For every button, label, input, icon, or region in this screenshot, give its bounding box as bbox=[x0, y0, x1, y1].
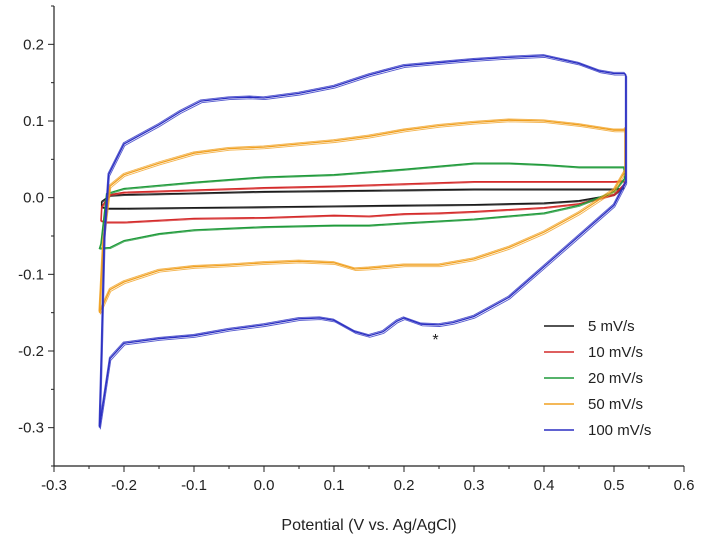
x-tick-label: 0.3 bbox=[464, 477, 485, 494]
plot-area bbox=[98, 54, 628, 430]
y-tick-label: -0.3 bbox=[18, 420, 44, 437]
x-tick-label: 0.4 bbox=[534, 477, 555, 494]
legend-label-100-mv-s: 100 mV/s bbox=[588, 422, 651, 439]
y-tick-label: -0.1 bbox=[18, 266, 44, 283]
series-line-100-mv-s-cycle-2 bbox=[99, 56, 628, 430]
x-tick-label: 0.5 bbox=[604, 477, 625, 494]
series-line-10-mv-s bbox=[100, 180, 626, 223]
series-line-50-mv-s-cycle-3 bbox=[98, 118, 626, 312]
axes: -0.3 -0.2 -0.1 0.0 0.1 0.2 0.3 0.4 0.5 0.6 -0.3 -0.… bbox=[18, 5, 695, 494]
series-line-10-mv-s-cycle-2 bbox=[100, 181, 626, 224]
series-line-100-mv-s bbox=[98, 55, 627, 428]
series-line-100-mv-s-cycle-3 bbox=[98, 54, 626, 427]
x-tick-label: 0.0 bbox=[254, 477, 275, 494]
y-tick-label: 0.2 bbox=[23, 36, 44, 53]
y-tick-label: -0.2 bbox=[18, 343, 44, 360]
x-tick-label: 0.6 bbox=[674, 477, 695, 494]
legend-label-10-mv-s: 10 mV/s bbox=[588, 344, 643, 361]
x-tick-label: 0.2 bbox=[394, 477, 415, 494]
legend: 5 mV/s 10 mV/s 20 mV/s 50 mV/s 100 mV/s bbox=[544, 318, 651, 439]
y-tick-label: 0.0 bbox=[23, 190, 44, 207]
x-tick-label: -0.1 bbox=[181, 477, 207, 494]
x-tick-label: 0.1 bbox=[324, 477, 345, 494]
x-tick-label: -0.2 bbox=[111, 477, 137, 494]
x-tick-label: -0.3 bbox=[41, 477, 67, 494]
series-line-50-mv-s-cycle-2 bbox=[99, 121, 627, 315]
legend-label-20-mv-s: 20 mV/s bbox=[588, 370, 643, 387]
legend-label-50-mv-s: 50 mV/s bbox=[588, 396, 643, 413]
y-tick-label: 0.1 bbox=[23, 113, 44, 130]
legend-label-5-mv-s: 5 mV/s bbox=[588, 318, 635, 335]
x-axis-title: Potential (V vs. Ag/AgCl) bbox=[281, 517, 456, 534]
annotation-asterisk: * bbox=[432, 332, 438, 349]
